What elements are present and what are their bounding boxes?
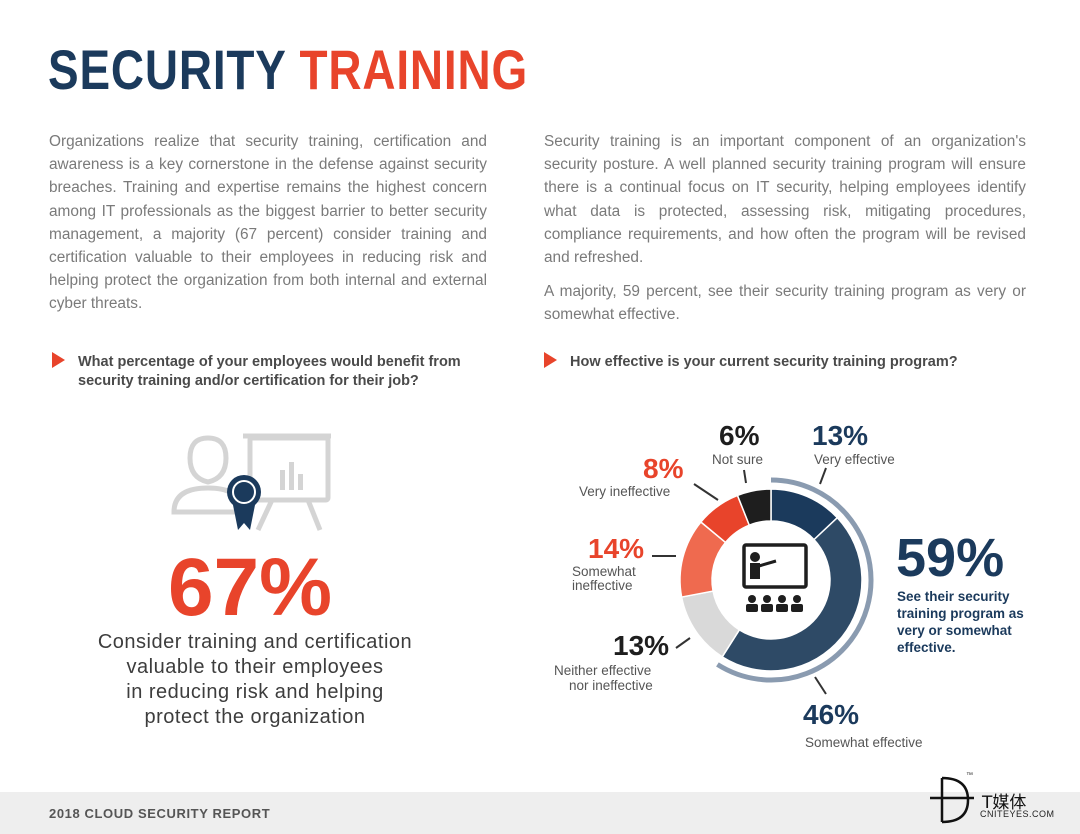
- watermark-logo-icon: [930, 776, 974, 824]
- donut-slice-not-sure: [736, 488, 772, 527]
- label-somewhat-effective-pct: 46%: [803, 699, 860, 730]
- callout-line-2: training program as: [897, 606, 1024, 621]
- stat-left-description: Consider training and certification valu…: [50, 630, 460, 730]
- classroom-icon: [742, 543, 808, 612]
- stat-left-value: 67%: [167, 542, 333, 633]
- label-neither-text-2: nor ineffective: [569, 678, 653, 693]
- watermark-site: CNITEYES.COM: [980, 809, 1055, 819]
- callout-value: 59%: [896, 528, 1005, 588]
- callout-line-3: very or somewhat: [897, 623, 1012, 638]
- right-paragraph-1: Security training is an important compon…: [544, 133, 1026, 267]
- left-paragraph: Organizations realize that security trai…: [49, 133, 487, 313]
- effective-ring-arc: [716, 477, 874, 683]
- question-arrow-left-icon: [52, 352, 65, 368]
- question-left: What percentage of your employees would …: [78, 354, 461, 389]
- training-illustration-icon: [171, 433, 331, 532]
- label-neither-pct: 13%: [613, 630, 670, 661]
- award-ribbon-icon: [227, 475, 261, 530]
- presentation-board-icon: [243, 433, 331, 532]
- question-arrow-right-icon: [544, 352, 557, 368]
- stat-left-line-4: protect the organization: [144, 706, 366, 728]
- leader-lines: [652, 467, 827, 695]
- callout-line-1: See their security: [897, 589, 1010, 604]
- label-somewhat-ineffective-pct: 14%: [588, 533, 645, 564]
- label-very-ineffective-pct: 8%: [643, 453, 684, 484]
- bar-chart-icon: [280, 462, 303, 490]
- label-not-sure-text: Not sure: [712, 452, 764, 467]
- watermark-cn-text: T媒体: [982, 793, 1027, 813]
- callout-line-4: effective.: [897, 640, 956, 655]
- label-very-effective-text: Very effective: [814, 452, 895, 467]
- label-very-ineffective-text: Very ineffective: [579, 484, 671, 499]
- label-neither-text-1: Neither effective: [554, 663, 652, 678]
- callout-description: See their security training program as v…: [897, 588, 1024, 656]
- right-paragraph-2: A majority, 59 percent, see their securi…: [544, 283, 1026, 324]
- footer-text: 2018 CLOUD SECURITY REPORT: [49, 806, 271, 821]
- label-somewhat-ineffective-text-1: Somewhat: [572, 564, 636, 579]
- label-not-sure-pct: 6%: [719, 420, 760, 451]
- label-somewhat-ineffective-text-2: ineffective: [572, 578, 633, 593]
- stat-left-line-2: valuable to their employees: [126, 656, 384, 678]
- label-somewhat-effective-text: Somewhat effective: [805, 735, 923, 750]
- stat-left-line-1: Consider training and certification: [97, 631, 413, 653]
- title-part-2: TRAINING: [299, 38, 528, 101]
- donut-slice-somewhat-effective: [721, 516, 863, 672]
- title-part-1: SECURITY: [48, 38, 286, 101]
- question-right: How effective is your current security t…: [570, 354, 958, 370]
- stat-left-line-3: in reducing risk and helping: [126, 681, 384, 703]
- label-very-effective-pct: 13%: [812, 420, 869, 451]
- watermark-tm: ™: [966, 772, 973, 779]
- page-title: SECURITY TRAINING: [48, 40, 528, 100]
- footer: 2018 CLOUD SECURITY REPORT: [0, 792, 1080, 834]
